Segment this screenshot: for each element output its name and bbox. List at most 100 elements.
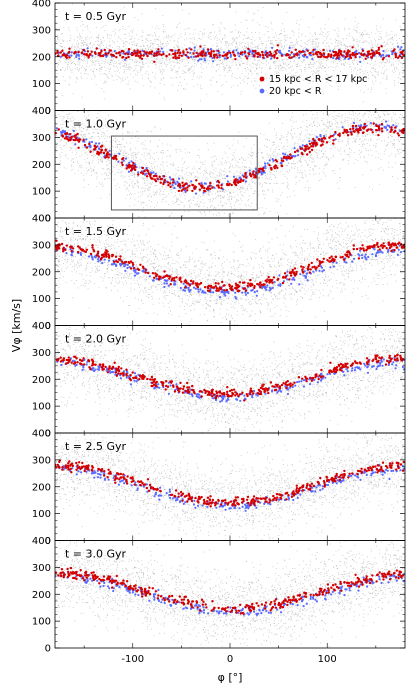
outer-point [238,55,241,58]
bg-point [260,17,262,19]
bg-point [114,62,116,64]
bg-point [366,33,368,35]
bg-point [125,78,126,80]
bg-point [136,160,138,162]
bg-point [280,142,282,144]
bg-point [78,43,80,44]
bg-point [92,57,93,59]
bg-point [385,79,387,81]
bg-point [236,53,238,54]
outer-point [241,53,244,56]
y-tick-label: 300 [32,25,51,36]
bg-point [176,60,178,61]
bg-point [218,68,220,70]
inner-point [68,47,71,50]
bg-point [282,155,284,157]
bg-point [275,65,277,67]
bg-point [199,75,201,77]
bg-point [212,49,214,51]
bg-point [119,47,120,49]
bg-point [336,45,338,47]
bg-point [309,137,311,139]
bg-point [163,84,165,86]
bg-point [363,115,365,116]
bg-point [193,72,195,74]
bg-point [226,47,228,49]
inner-point [274,50,277,53]
bg-point [380,36,382,38]
bg-point [156,172,158,174]
bg-point [272,144,274,146]
bg-point [196,161,198,163]
inner-point [228,51,232,54]
bg-point [378,115,379,117]
bg-point [325,60,327,61]
bg-point [275,156,277,157]
bg-point [188,211,190,212]
bg-point [152,54,154,55]
bg-point [363,49,365,51]
bg-point [375,69,376,70]
bg-point [266,153,268,155]
bg-point [192,168,193,170]
bg-point [304,42,306,44]
bg-point [133,186,135,188]
bg-point [56,73,58,74]
bg-point [297,171,299,173]
bg-point [171,70,173,72]
bg-point [220,49,222,51]
inner-point [142,54,145,57]
bg-point [55,28,57,30]
bg-point [155,185,157,186]
bg-point [135,136,137,138]
bg-point [109,160,111,162]
bg-point [308,64,309,65]
bg-point [374,41,376,43]
bg-point [121,53,122,55]
bg-point [111,35,113,37]
outer-point [259,55,262,59]
bg-point [343,63,345,64]
bg-point [136,60,137,62]
inner-point [153,52,156,55]
bg-point [222,191,224,193]
bg-point [251,42,253,43]
bg-point [123,46,125,47]
bg-point [256,68,257,70]
bg-point [78,46,80,48]
bg-point [110,59,111,61]
bg-point [259,176,260,178]
bg-point [77,50,79,51]
bg-point [140,35,142,37]
bg-point [157,145,158,147]
bg-point [108,71,110,72]
bg-point [382,67,384,69]
bg-point [240,21,242,23]
bg-point [55,54,57,56]
inner-point [212,50,215,53]
bg-point [239,64,240,65]
bg-point [401,30,402,32]
bg-point [356,24,358,26]
bg-point [83,59,85,61]
bg-point [184,174,186,176]
bg-point [297,40,299,42]
bg-point [107,178,109,180]
inner-point [160,53,163,57]
bg-point [289,169,290,171]
bg-point [145,72,147,74]
bg-point [80,76,82,78]
bg-point [152,167,153,169]
bg-point [93,63,95,65]
bg-point [313,134,315,136]
bg-point [142,193,144,195]
bg-point [60,124,62,125]
bg-point [222,178,224,180]
bg-point [256,177,257,179]
bg-point [398,49,400,51]
bg-point [137,153,139,155]
bg-point [309,48,311,50]
bg-point [181,176,183,178]
bg-point [398,63,399,65]
bg-point [101,88,103,90]
